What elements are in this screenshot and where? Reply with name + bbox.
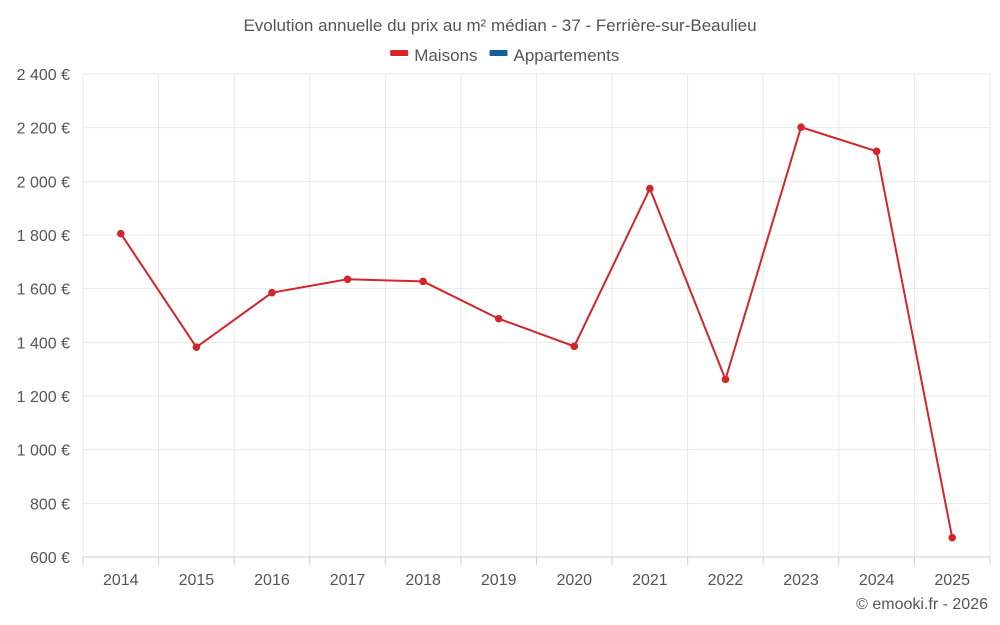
x-tick-label: 2018 [405,572,441,589]
series-maisons [116,123,957,542]
grid [82,73,991,557]
y-tick-label: 1 800 € [17,228,70,245]
x-tick-label: 2024 [859,572,895,589]
legend-item-maisons[interactable]: Maisons [390,46,478,65]
x-axis: 2014 2015 2016 2017 2018 2019 2020 2021 2022 2023… [82,556,991,589]
x-tick-label: 2023 [783,572,819,589]
data-point[interactable] [948,533,957,542]
legend-item-appartements[interactable]: Appartements [489,46,620,65]
y-axis: 600 € 800 € 1 000 € 1 200 € 1 400 € 1 600 € 1 … [17,67,70,567]
legend[interactable]: Maisons Appartements [390,46,619,65]
data-point[interactable] [419,277,427,286]
x-tick-label: 2016 [254,572,290,589]
data-point[interactable] [872,147,881,156]
legend-swatch [489,50,508,56]
chart-title: Evolution annuelle du prix au m² médian … [243,16,756,35]
x-tick-label: 2022 [708,572,744,589]
data-point[interactable] [797,123,805,131]
y-tick-label: 2 400 € [17,67,70,84]
y-tick-label: 600 € [30,550,70,567]
x-tick-label: 2014 [103,572,139,589]
series-line [119,125,954,538]
data-point[interactable] [646,184,654,193]
data-point[interactable] [721,375,730,384]
y-tick-label: 1 200 € [17,389,70,406]
data-point[interactable] [494,314,503,323]
credit-text: © emooki.fr - 2026 [856,596,988,613]
legend-label: Maisons [414,46,477,65]
y-tick-label: 2 000 € [17,174,70,191]
data-point[interactable] [268,288,276,297]
y-tick-label: 1 600 € [17,282,70,299]
data-point[interactable] [192,343,201,351]
data-point[interactable] [116,229,125,238]
x-tick-label: 2019 [481,572,517,589]
x-tick-label: 2017 [330,572,366,589]
y-tick-label: 800 € [30,496,70,513]
y-tick-label: 1 000 € [17,443,70,460]
legend-label: Appartements [514,46,620,65]
series-layer [116,123,957,542]
x-tick-label: 2015 [179,572,215,589]
x-tick-label: 2025 [934,572,970,589]
data-point[interactable] [570,342,579,351]
data-point[interactable] [343,275,352,284]
y-tick-label: 2 200 € [17,121,70,138]
x-tick-label: 2021 [632,572,668,589]
legend-swatch [390,50,409,56]
x-tick-label: 2020 [556,572,592,589]
y-tick-label: 1 400 € [17,335,70,352]
